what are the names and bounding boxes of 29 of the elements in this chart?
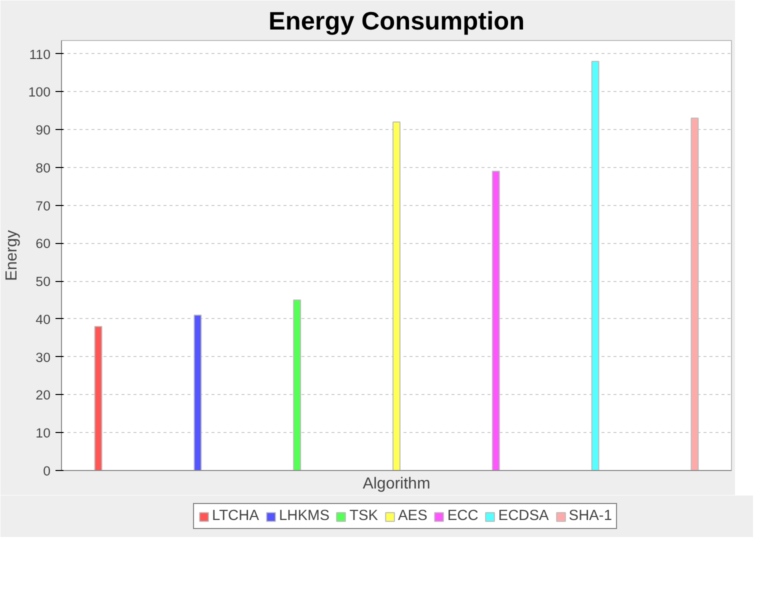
y-tick-label: 60 [36,236,51,252]
y-tick-label: 80 [36,160,51,176]
bar [591,60,600,470]
y-tick-label: 110 [29,46,50,62]
y-tick-label: 40 [36,312,51,327]
legend-label: TSK [350,508,378,524]
bar [392,121,400,470]
y-tick-label: 20 [36,388,51,403]
legend-label: ECC [447,508,478,524]
y-tick-label: 100 [28,84,51,100]
y-tick-label: 10 [36,426,51,441]
bar [492,170,500,470]
legend-label: AES [398,508,428,524]
legend-label: ECDSA [498,508,549,524]
y-tick-label: 50 [36,274,51,290]
bar [293,300,302,470]
bar [94,326,102,470]
y-tick-label: 90 [36,122,51,138]
x-axis-title: Algorithm [362,476,430,492]
legend-label: SHA-1 [568,508,612,524]
chart-title: Energy Consumption [268,8,525,36]
y-tick-label: 30 [36,350,51,365]
y-tick-label: 0 [43,464,51,478]
legend-label: LTCHA [212,508,259,524]
legend-label: LHKMS [279,508,330,524]
bar [194,314,202,470]
y-tick-label: 70 [36,198,51,214]
bar [690,118,699,470]
y-axis-title: Energy [3,230,20,281]
